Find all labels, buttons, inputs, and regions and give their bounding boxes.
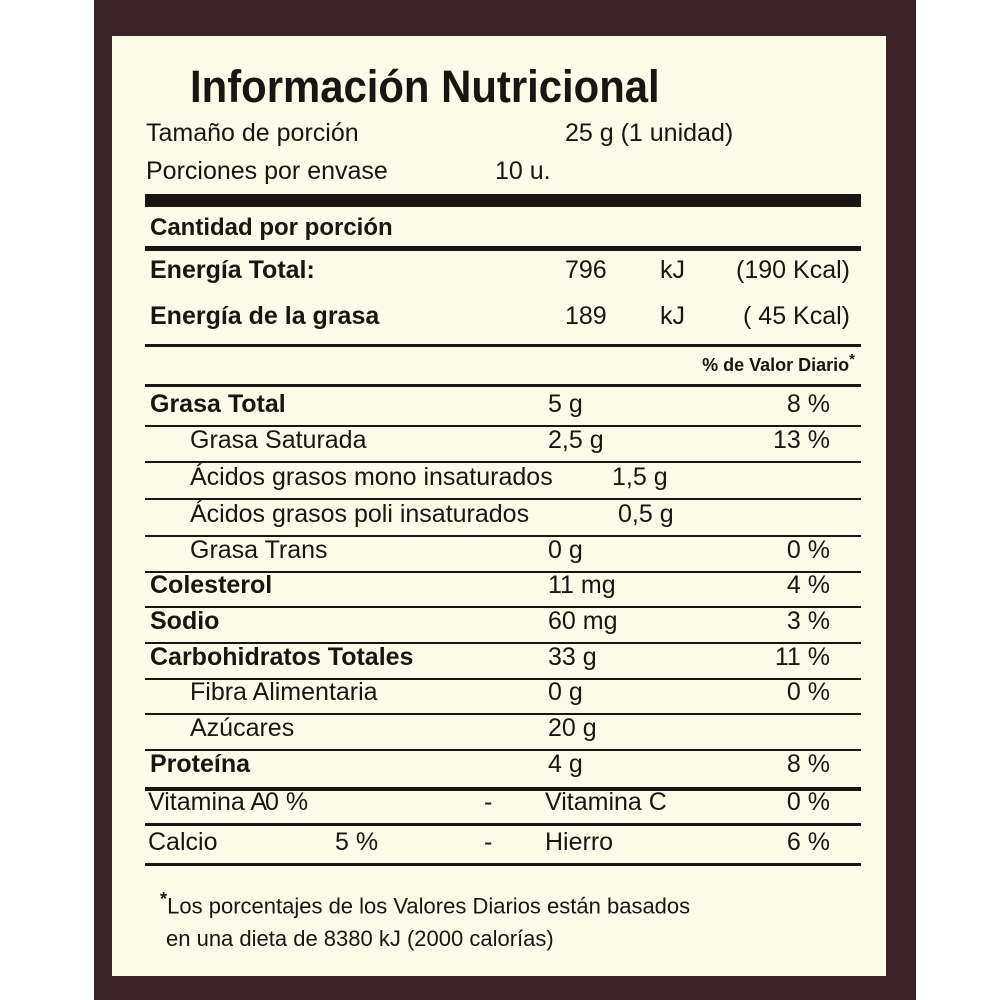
footnote-line-1: *Los porcentajes de los Valores Diarios … — [160, 888, 691, 919]
serving-size-label: Tamaño de porción — [146, 119, 359, 147]
label-title: Información Nutricional — [190, 61, 660, 112]
energy-label: Energía Total: — [150, 256, 315, 284]
nutrient-amount: 20 g — [548, 714, 597, 742]
nutrient-name: Ácidos grasos mono insaturados — [190, 463, 553, 491]
nutrient-amount: 33 g — [548, 643, 597, 671]
nutrient-amount: 0,5 g — [618, 500, 674, 528]
servings-per-pack-value: 10 u. — [495, 157, 551, 185]
energy-kcal: (190 Kcal) — [736, 256, 850, 284]
divider — [145, 425, 861, 427]
nutrient-name: Grasa Trans — [190, 536, 328, 564]
nutrient-name: Azúcares — [190, 714, 295, 742]
vitamin-name: Vitamina A — [148, 788, 268, 816]
energy-kcal: ( 45 Kcal) — [743, 302, 850, 330]
divider — [145, 535, 861, 537]
nutrient-daily-value: 4 % — [786, 571, 830, 599]
footnote-line-2: en una dieta de 8380 kJ (2000 calorías) — [166, 926, 554, 951]
nutrient-name: Sodio — [150, 607, 220, 635]
vitamin-daily-value: 0 % — [786, 788, 830, 816]
divider — [145, 787, 861, 791]
energy-kj: 189 — [565, 302, 607, 330]
nutrient-daily-value: 3 % — [786, 607, 830, 635]
nutrient-daily-value: 11 % — [774, 643, 830, 671]
divider — [145, 571, 861, 573]
servings-per-pack-label: Porciones por envase — [146, 157, 388, 185]
nutrient-amount: 4 g — [548, 750, 583, 778]
nutrition-label — [112, 36, 886, 976]
nutrient-amount: 60 mg — [548, 607, 618, 635]
nutrient-amount: 1,5 g — [612, 463, 668, 491]
energy-kj: 796 — [565, 256, 607, 284]
nutrient-name: Grasa Saturada — [190, 426, 367, 454]
nutrient-daily-value: 0 % — [786, 536, 830, 564]
nutrient-daily-value: 0 % — [786, 678, 830, 706]
nutrient-name: Grasa Total — [150, 390, 286, 418]
nutrient-amount: 0 g — [548, 678, 583, 706]
serving-size-value: 25 g (1 unidad) — [565, 119, 734, 147]
divider — [145, 642, 861, 644]
vitamin-name: Vitamina C — [545, 788, 667, 816]
nutrient-name: Fibra Alimentaria — [190, 678, 378, 706]
divider — [145, 498, 861, 500]
thick-divider — [145, 194, 861, 207]
vitamin-daily-value: 0 % — [265, 788, 309, 816]
separator: - — [484, 788, 493, 816]
vitamin-daily-value: 5 % — [335, 828, 379, 856]
divider — [145, 344, 861, 347]
divider — [145, 823, 861, 826]
divider — [145, 678, 861, 680]
nutrient-name: Proteína — [150, 750, 251, 778]
divider — [145, 749, 861, 751]
divider — [145, 384, 861, 387]
amount-per-serving: Cantidad por porción — [150, 214, 393, 241]
divider — [145, 461, 861, 463]
divider — [145, 713, 861, 715]
divider — [145, 863, 861, 866]
energy-unit: kJ — [660, 302, 685, 330]
vitamin-daily-value: 6 % — [786, 828, 830, 856]
nutrient-amount: 0 g — [548, 536, 583, 564]
nutrient-amount: 2,5 g — [548, 426, 604, 454]
vitamin-name: Calcio — [148, 828, 218, 856]
energy-unit: kJ — [660, 256, 685, 284]
separator: - — [484, 828, 493, 856]
nutrient-name: Ácidos grasos poli insaturados — [190, 500, 530, 528]
nutrient-amount: 11 mg — [548, 571, 616, 599]
nutrient-amount: 5 g — [548, 390, 583, 418]
nutrient-daily-value: 13 % — [773, 426, 830, 454]
nutrient-name: Colesterol — [150, 571, 273, 599]
nutrient-daily-value: 8 % — [786, 750, 830, 778]
nutrient-name: Carbohidratos Totales — [150, 643, 414, 671]
divider — [145, 246, 861, 251]
divider — [145, 606, 861, 608]
vitamin-name: Hierro — [545, 828, 614, 856]
nutrient-daily-value: 8 % — [786, 390, 830, 418]
daily-value-header: % de Valor Diario* — [702, 351, 855, 375]
energy-label: Energía de la grasa — [150, 302, 380, 330]
